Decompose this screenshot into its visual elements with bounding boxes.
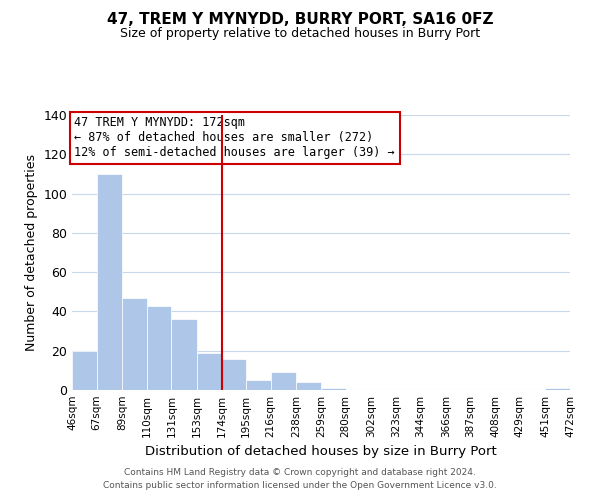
Bar	[321, 388, 346, 390]
Bar	[172, 320, 197, 390]
Bar	[122, 298, 147, 390]
X-axis label: Distribution of detached houses by size in Burry Port: Distribution of detached houses by size …	[145, 446, 497, 458]
Bar	[545, 388, 570, 390]
Text: 47, TREM Y MYNYDD, BURRY PORT, SA16 0FZ: 47, TREM Y MYNYDD, BURRY PORT, SA16 0FZ	[107, 12, 493, 28]
Text: Contains HM Land Registry data © Crown copyright and database right 2024.: Contains HM Land Registry data © Crown c…	[124, 468, 476, 477]
Text: Contains public sector information licensed under the Open Government Licence v3: Contains public sector information licen…	[103, 480, 497, 490]
Y-axis label: Number of detached properties: Number of detached properties	[25, 154, 38, 351]
Bar	[197, 352, 221, 390]
Text: 47 TREM Y MYNYDD: 172sqm
← 87% of detached houses are smaller (272)
12% of semi-: 47 TREM Y MYNYDD: 172sqm ← 87% of detach…	[74, 116, 395, 160]
Bar	[246, 380, 271, 390]
Bar	[97, 174, 122, 390]
Text: Size of property relative to detached houses in Burry Port: Size of property relative to detached ho…	[120, 28, 480, 40]
Bar	[221, 358, 246, 390]
Bar	[271, 372, 296, 390]
Bar	[147, 306, 172, 390]
Bar	[296, 382, 321, 390]
Bar	[72, 350, 97, 390]
